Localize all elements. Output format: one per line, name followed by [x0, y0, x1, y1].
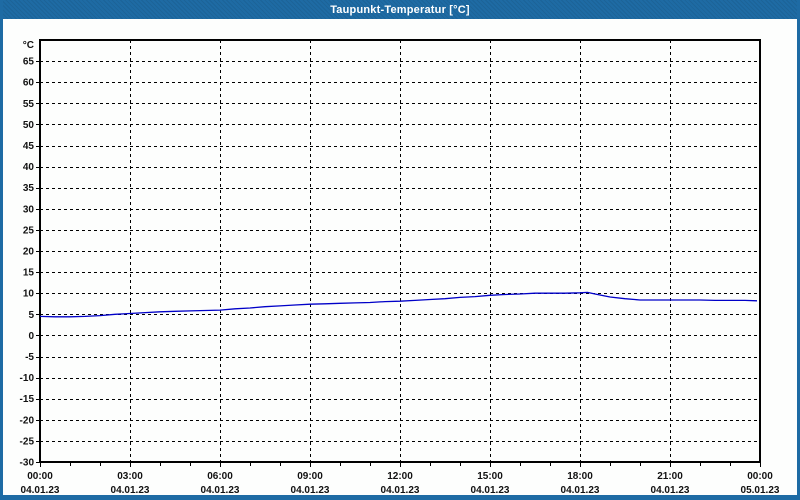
- y-tick-label: 20: [23, 247, 35, 258]
- x-tick-date-label: 05.01.23: [741, 485, 780, 495]
- x-tick-date-label: 04.01.23: [651, 485, 690, 495]
- y-tick-label: -20: [20, 415, 35, 426]
- y-tick-label: -5: [25, 352, 34, 363]
- y-tick-label: 35: [23, 183, 35, 194]
- plot-border: [39, 39, 761, 463]
- x-tick-time-label: 09:00: [297, 471, 323, 482]
- y-tick-label: 25: [23, 225, 35, 236]
- series-line-taupunkt: [39, 291, 758, 318]
- y-tick-label: 15: [23, 268, 35, 279]
- y-tick-label: -15: [20, 394, 35, 405]
- y-tick-label: 40: [23, 162, 35, 173]
- x-tick-date-label: 04.01.23: [471, 485, 510, 495]
- window-title: Taupunkt-Temperatur [°C]: [330, 3, 470, 16]
- chart-area: 65 60 55 50 45 40 35 30 25 20 15 10 5 0 -5 -10 -15 -20 -25…: [3, 19, 797, 495]
- y-tick-label: -25: [20, 436, 35, 447]
- y-axis-unit-label: °C: [23, 40, 34, 51]
- x-tick-date-label: 04.01.23: [21, 485, 60, 495]
- dewpoint-line-chart: 65605550454035302520151050-5-10-15-20-25…: [20, 39, 780, 495]
- x-tick-time-label: 15:00: [477, 471, 503, 482]
- x-tick-date-label: 04.01.23: [291, 485, 330, 495]
- y-tick-label: 55: [23, 99, 35, 110]
- window-titlebar[interactable]: Taupunkt-Temperatur [°C]: [3, 0, 797, 19]
- y-tick-label: 65: [23, 57, 35, 68]
- y-tick-label: 5: [28, 310, 34, 321]
- y-tick-label: 30: [23, 204, 35, 215]
- y-tick-label: 60: [23, 78, 35, 89]
- x-tick-time-label: 00:00: [27, 471, 53, 482]
- x-tick-time-label: 03:00: [117, 471, 143, 482]
- y-tick-label: 10: [23, 289, 35, 300]
- y-tick-label: -30: [20, 458, 35, 469]
- y-tick-label: 50: [23, 120, 35, 131]
- y-tick-label: 45: [23, 141, 35, 152]
- x-tick-date-label: 04.01.23: [561, 485, 600, 495]
- x-tick-time-label: 12:00: [387, 471, 413, 482]
- x-tick-time-label: 00:00: [747, 471, 773, 482]
- x-tick-time-label: 06:00: [207, 471, 233, 482]
- x-tick-time-label: 18:00: [567, 471, 593, 482]
- x-tick-date-label: 04.01.23: [381, 485, 420, 495]
- x-tick-time-label: 21:00: [657, 471, 683, 482]
- x-tick-date-label: 04.01.23: [111, 485, 150, 495]
- y-tick-label: -10: [20, 373, 35, 384]
- x-tick-date-label: 04.01.23: [201, 485, 240, 495]
- y-tick-label: 0: [28, 331, 34, 342]
